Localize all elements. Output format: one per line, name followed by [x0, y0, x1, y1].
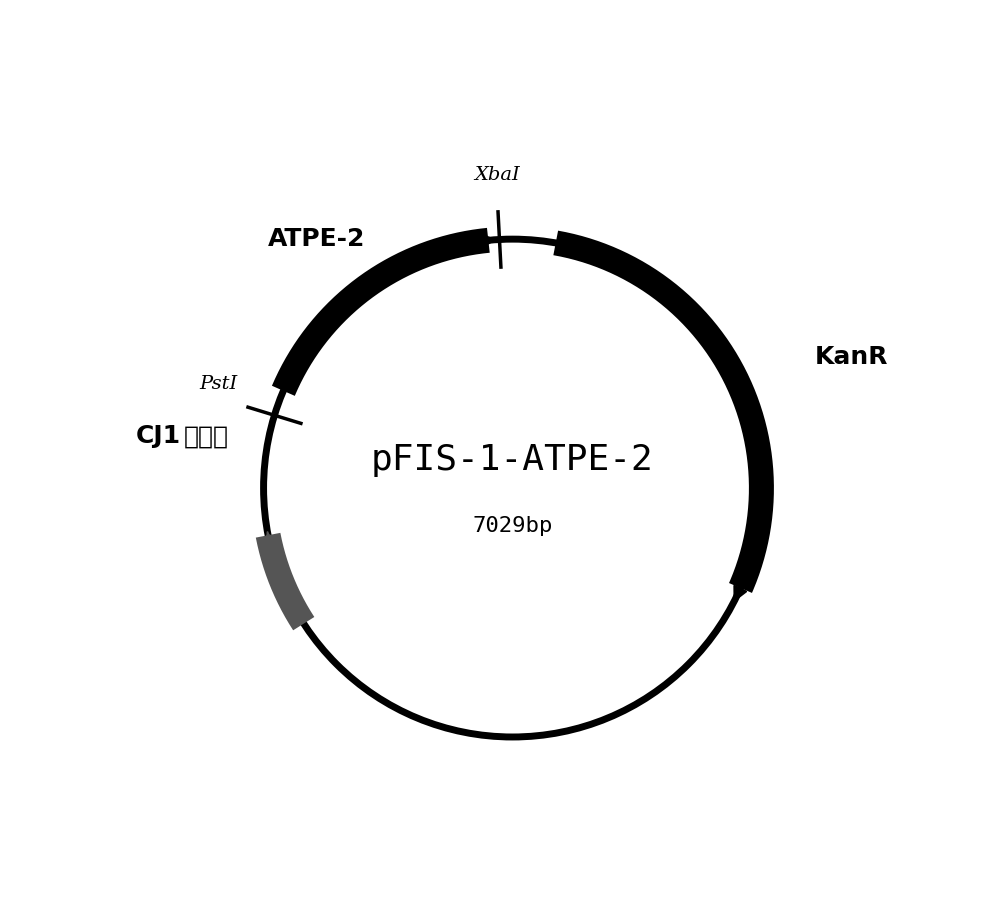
Text: 7029bp: 7029bp — [472, 516, 553, 536]
Text: PstI: PstI — [199, 375, 237, 393]
Text: KanR: KanR — [815, 345, 889, 368]
Text: ATPE-2: ATPE-2 — [267, 226, 365, 251]
Text: XbaI: XbaI — [474, 166, 520, 184]
Text: pFIS-1-ATPE-2: pFIS-1-ATPE-2 — [371, 444, 654, 478]
Text: CJ1: CJ1 — [135, 424, 181, 448]
Text: 启动子: 启动子 — [184, 424, 229, 448]
